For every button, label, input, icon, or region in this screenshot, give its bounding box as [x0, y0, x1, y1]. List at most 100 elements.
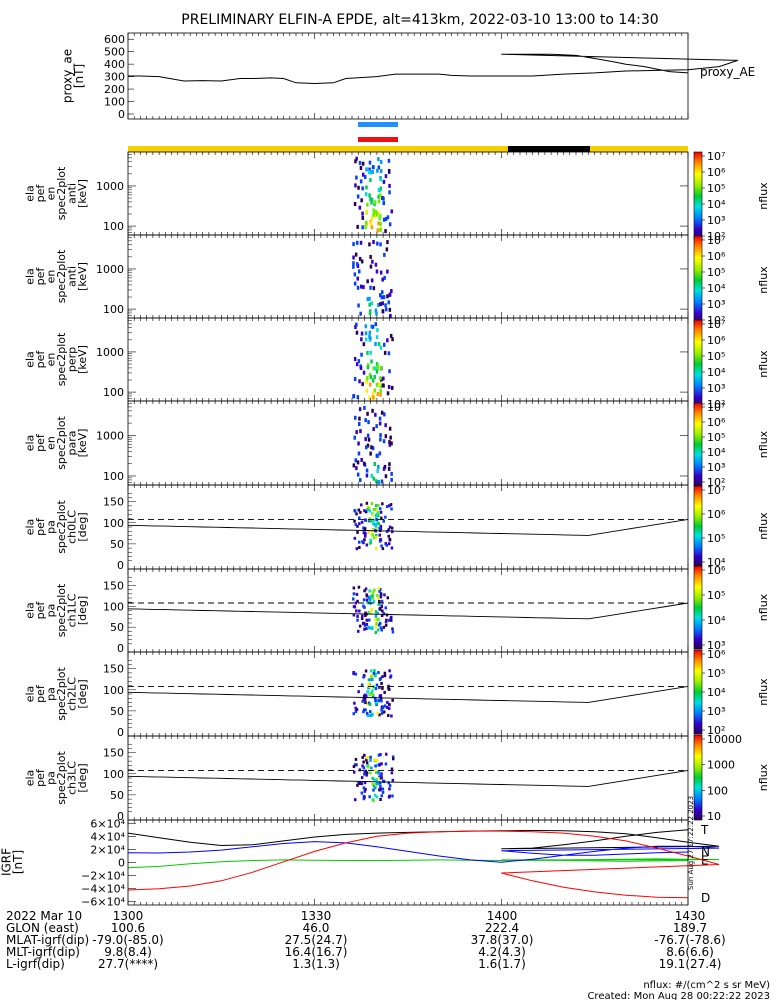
spectrogram-pixel [385, 543, 388, 547]
spectrogram-pixel [363, 509, 366, 513]
spectrogram-pixel [352, 255, 355, 260]
spectrogram-pixel [370, 324, 373, 329]
spectrogram-pixel [384, 620, 388, 624]
spectrogram-pixel [360, 683, 364, 687]
series-label: D [701, 891, 710, 905]
spectrogram-pixel [365, 773, 368, 777]
spectrogram-pixel [382, 179, 386, 184]
spectrogram-pixel [364, 175, 367, 179]
spectrogram-pixel [377, 514, 380, 518]
spectrogram-pixel [379, 626, 383, 630]
spectrogram-pixel [375, 517, 378, 521]
spectrogram-pixel [387, 707, 391, 710]
spectrogram-pixel [372, 685, 375, 689]
spectrogram-pixel [375, 311, 378, 316]
spectrogram-pixel [356, 783, 359, 787]
colorbar [693, 235, 703, 325]
spectrogram-pixel [357, 303, 360, 308]
spectrogram-pixel [358, 522, 361, 526]
spectrogram-pixel [372, 536, 376, 540]
colorbar-tick-label: 10⁵ [707, 182, 725, 195]
spectrogram-pixel [353, 770, 356, 774]
y-tick-label: 2×10⁴ [90, 843, 125, 856]
spectrogram-pixel [374, 758, 377, 762]
spectrogram-pixel [374, 699, 377, 702]
colorbar-tick-label: 10⁴ [707, 556, 726, 569]
spectrogram-pixel [353, 435, 356, 440]
spectrogram-pixel [363, 795, 366, 799]
spectrogram-pixel [356, 194, 360, 199]
spectrogram-pixel [363, 781, 367, 785]
spectrogram-pixel [391, 755, 395, 759]
red-bar [358, 137, 398, 142]
spectrogram-pixel [374, 262, 378, 267]
y-tick-label: −6×10⁴ [81, 896, 125, 909]
spectrogram-pixel [360, 198, 363, 203]
x-row-value: 1330 [301, 909, 332, 923]
spectrogram-pixel [373, 778, 376, 782]
spectrogram-pixel [379, 227, 382, 232]
spectrogram-pixel [368, 589, 372, 593]
spectrogram-pixel [361, 215, 364, 220]
spectrogram-pixel [377, 157, 380, 162]
plot-frame [127, 32, 689, 120]
spectrogram-pixel [388, 292, 392, 297]
y-axis-label: ela [24, 686, 37, 703]
spectrogram-pixel [378, 451, 382, 456]
spectrogram-pixel [375, 622, 378, 626]
spectrogram-pixel [361, 186, 364, 191]
spectrogram-pixel [379, 193, 382, 198]
spectrogram-pixel [370, 359, 373, 364]
spectrogram-pixel [365, 473, 369, 478]
spectrogram-pixel [373, 200, 377, 205]
spectrogram-pixel [383, 252, 386, 257]
colorbar-tick-label: 10⁵ [707, 431, 725, 444]
spectrogram-pixel [352, 765, 356, 768]
plot-frame [127, 317, 689, 402]
colorbar-tick-label: 10³ [707, 639, 725, 652]
spectrogram-pixel [384, 423, 387, 428]
spectrogram-pixel [374, 210, 378, 215]
spectrogram-pixel [383, 674, 387, 678]
y-tick-label: 6×10⁴ [90, 817, 125, 830]
spectrogram-pixel [374, 213, 377, 218]
spectrogram-pixel [372, 519, 375, 522]
spectrogram-pixel [372, 784, 376, 788]
spectrogram-pixel [353, 536, 357, 540]
spectrogram-pixel [372, 427, 375, 431]
colorbar-tick-label: 10² [707, 230, 725, 243]
y-axis-label: ela [24, 519, 37, 536]
spectrogram-pixel [369, 264, 373, 269]
spectrogram-pixel [378, 590, 381, 593]
spectrogram-pixel [370, 594, 374, 598]
spectrogram-pixel [376, 228, 379, 233]
spectrogram-pixel [378, 600, 381, 603]
spectrogram-pixel [371, 408, 374, 413]
spectrogram-pixel [358, 624, 362, 628]
colorbar-label: nflux [757, 266, 770, 294]
spectrogram-pixel [367, 363, 370, 368]
spectrogram-pixel [372, 212, 375, 217]
spectrogram-pixel [379, 595, 383, 599]
spectrogram-pixel [358, 379, 361, 384]
y-tick-label: 1000 [96, 180, 124, 193]
spectrogram-pixel [355, 466, 358, 471]
spectrogram-pixel [370, 445, 373, 450]
spectrogram-pixel [364, 192, 368, 197]
spectrogram-pixel [379, 697, 383, 700]
spectrogram-pixel [370, 675, 373, 679]
spectrogram-pixel [391, 794, 394, 798]
spectrogram-pixel [374, 672, 378, 676]
spectrogram-pixel [371, 590, 375, 594]
colorbar-label: nflux [757, 593, 770, 621]
colorbar [693, 485, 703, 567]
spectrogram-pixel [390, 546, 394, 550]
spectrogram-pixel [391, 630, 395, 634]
spectrogram-pixel [385, 618, 388, 622]
spectrogram-pixel [375, 479, 378, 484]
spectrogram-pixel [388, 525, 392, 529]
spectrogram-pixel [388, 183, 391, 188]
y-axis-label: ela [24, 351, 37, 368]
spectrogram-pixel [376, 628, 380, 632]
